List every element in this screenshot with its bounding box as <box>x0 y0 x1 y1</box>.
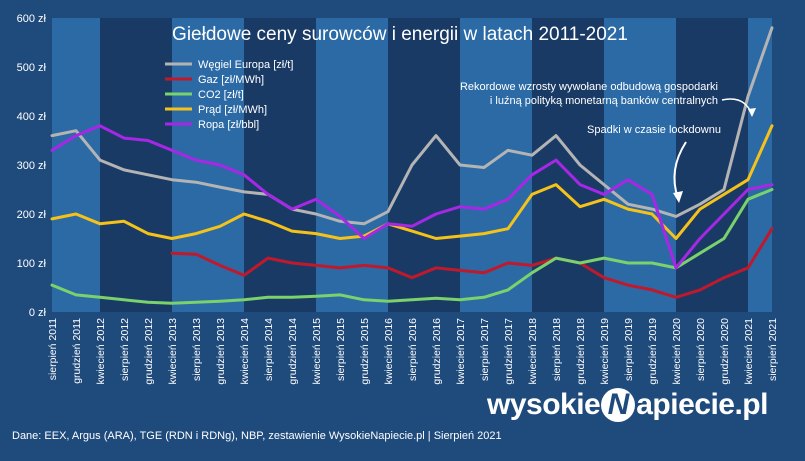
x-tick-label: grudzień 2020 <box>719 318 731 385</box>
x-tick-label: sierpień 2020 <box>695 318 707 381</box>
y-tick-label: 300 zł <box>17 160 47 172</box>
annotation-arrowhead <box>748 108 756 117</box>
x-tick-label: sierpień 2012 <box>119 318 131 381</box>
annotation-lockdown: Spadki w czasie lockdownu <box>587 124 721 136</box>
year-band <box>52 18 100 312</box>
x-tick-label: grudzień 2011 <box>71 318 83 384</box>
x-tick-label: grudzień 2015 <box>359 318 371 385</box>
x-tick-label: kwiecień 2018 <box>527 318 539 385</box>
y-tick-label: 600 zł <box>17 13 47 25</box>
legend-label: Węgiel Europa [zł/t] <box>198 59 293 71</box>
y-tick-label: 200 zł <box>17 209 47 221</box>
x-tick-label: grudzień 2012 <box>143 318 155 385</box>
x-tick-label: grudzień 2014 <box>287 318 299 385</box>
series-line <box>170 227 774 299</box>
x-tick-label: kwiecień 2020 <box>671 318 683 385</box>
legend-label: CO2 [zł/t] <box>198 89 244 101</box>
y-tick-label: 400 zł <box>17 111 47 123</box>
x-tick-label: sierpień 2015 <box>335 318 347 381</box>
x-tick-label: sierpień 2011 <box>47 318 59 380</box>
x-tick-label: sierpień 2016 <box>407 318 419 381</box>
series-line <box>50 124 774 270</box>
x-tick-label: kwiecień 2014 <box>239 318 251 385</box>
y-tick-label: 0 zł <box>29 307 47 319</box>
year-band <box>172 18 244 312</box>
year-band <box>388 18 460 312</box>
x-tick-label: kwiecień 2013 <box>167 318 179 385</box>
x-tick-label: grudzień 2018 <box>575 318 587 385</box>
x-tick-label: kwiecień 2015 <box>311 318 323 385</box>
annotation-arrowhead <box>673 191 683 203</box>
brand-text-pre: wysokie <box>487 388 601 421</box>
x-tick-label: sierpień 2019 <box>623 318 635 381</box>
x-tick-label: grudzień 2016 <box>431 318 443 385</box>
year-band <box>676 18 748 312</box>
source-footer: Dane: EEX, Argus (ARA), TGE (RDN i RDNg)… <box>12 430 502 442</box>
x-tick-label: kwiecień 2017 <box>455 318 467 385</box>
annotation-record: i luźną polityką monetarną banków centra… <box>490 95 718 107</box>
legend-label: Gaz [zł/MWh] <box>198 74 264 86</box>
series-line <box>50 124 774 240</box>
x-tick-label: sierpień 2017 <box>479 318 491 381</box>
x-tick-label: sierpień 2014 <box>263 318 275 381</box>
x-tick-label: sierpień 2013 <box>191 318 203 381</box>
series-line <box>50 188 774 305</box>
x-tick-label: sierpień 2021 <box>767 318 779 381</box>
brand-n-icon: N <box>601 388 636 422</box>
chart-title: Giełdowe ceny surowców i energii w latac… <box>172 24 628 45</box>
x-tick-label: grudzień 2013 <box>215 318 227 385</box>
legend-label: Ropa [zł/bbl] <box>198 119 259 131</box>
series-line <box>50 26 774 226</box>
x-tick-label: grudzień 2017 <box>503 318 515 385</box>
year-band <box>316 18 388 312</box>
x-tick-label: grudzień 2019 <box>647 318 659 385</box>
x-tick-label: sierpień 2018 <box>551 318 563 381</box>
x-tick-label: kwiecień 2016 <box>383 318 395 385</box>
y-tick-label: 500 zł <box>17 62 47 74</box>
brand-text-post: apiecie.pl <box>636 388 768 421</box>
annotation-record: Rekordowe wzrosty wywołane odbudową gosp… <box>460 81 718 93</box>
x-tick-label: kwiecień 2012 <box>95 318 107 385</box>
y-tick-label: 100 zł <box>17 258 47 270</box>
x-tick-label: kwiecień 2019 <box>599 318 611 385</box>
legend-label: Prąd [zł/MWh] <box>198 104 267 116</box>
x-tick-label: kwiecień 2021 <box>743 318 755 385</box>
year-band <box>604 18 676 312</box>
